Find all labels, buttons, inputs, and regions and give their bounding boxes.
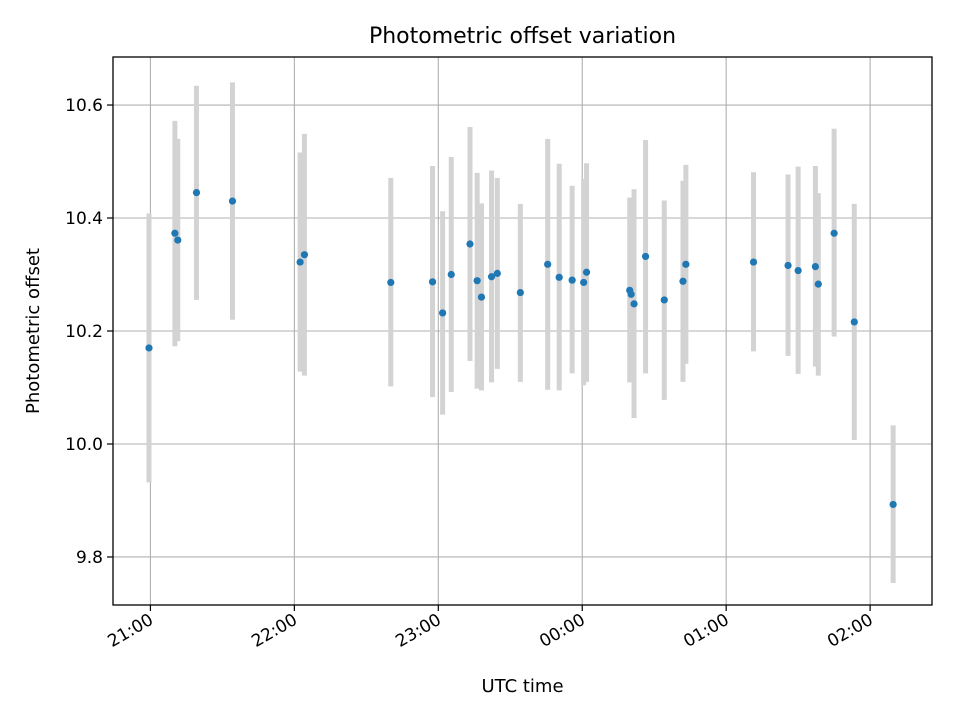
data-point	[296, 258, 304, 266]
chart-title: Photometric offset variation	[369, 24, 676, 49]
data-point	[466, 240, 474, 248]
data-point	[830, 229, 838, 237]
data-point	[682, 260, 690, 268]
y-tick-label: 10.2	[65, 322, 103, 342]
data-point	[580, 278, 588, 287]
data-point	[889, 500, 897, 509]
data-point	[192, 188, 201, 197]
data-point	[477, 293, 486, 301]
data-point	[300, 251, 309, 259]
data-point	[660, 296, 668, 304]
y-tick-label: 10.6	[65, 96, 103, 116]
y-axis-ticks: 9.8 10.0 10.2 10.4 10.6	[65, 96, 113, 568]
data-point	[630, 300, 638, 308]
grid-layer	[113, 57, 932, 605]
data-point	[487, 273, 496, 281]
data-point	[850, 318, 858, 326]
data-point	[145, 344, 153, 352]
data-point	[679, 277, 687, 285]
data-point	[228, 197, 237, 205]
data-point	[428, 278, 437, 286]
y-axis-label: Photometric offset	[23, 248, 44, 414]
data-point	[627, 290, 635, 298]
data-point	[387, 278, 395, 287]
y-tick-label: 9.8	[76, 548, 103, 568]
data-point	[814, 280, 822, 288]
data-point	[171, 229, 179, 237]
data-point	[174, 236, 182, 244]
data-point	[439, 309, 447, 317]
data-point	[784, 261, 792, 270]
data-point	[749, 258, 758, 266]
y-tick-label: 10.0	[65, 435, 103, 455]
data-point	[641, 252, 650, 261]
data-point	[568, 276, 576, 284]
data-point	[447, 270, 455, 279]
data-point	[473, 277, 481, 285]
data-point	[794, 266, 802, 275]
point-layer	[145, 188, 897, 509]
data-point	[811, 262, 820, 271]
x-axis-label: UTC time	[481, 676, 563, 697]
data-point	[544, 260, 552, 268]
data-point	[493, 269, 501, 277]
data-point	[555, 273, 563, 281]
data-point	[516, 288, 524, 297]
y-tick-label: 10.4	[65, 209, 103, 229]
data-point	[582, 268, 591, 276]
